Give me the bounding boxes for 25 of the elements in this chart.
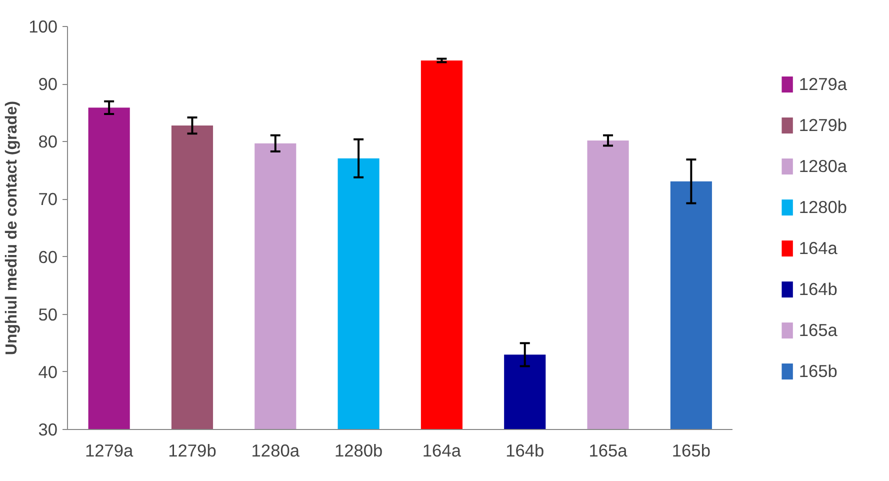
x-tick-label: 165a <box>588 440 628 460</box>
x-tick-label: 1280b <box>334 440 383 460</box>
x-tick-label: 1280a <box>251 440 300 460</box>
y-tick-label: 90 <box>38 74 58 94</box>
y-tick-label: 40 <box>38 362 58 382</box>
y-tick-label: 80 <box>38 132 58 152</box>
legend-label: 1280a <box>798 156 847 176</box>
legend-label: 1279a <box>798 74 847 94</box>
y-tick-label: 100 <box>28 16 58 36</box>
x-tick-label: 1279a <box>84 440 134 460</box>
y-tick-label: 50 <box>38 304 58 324</box>
legend-label: 164a <box>798 238 838 258</box>
x-tick-label: 165b <box>672 440 710 460</box>
legend-label: 165a <box>798 320 838 340</box>
y-axis-title: Unghiul mediu de contact (grade) <box>4 100 21 356</box>
legend-label: 165b <box>798 360 838 382</box>
x-tick-label: 1279b <box>168 440 216 460</box>
legend-label: 164b <box>798 278 838 300</box>
y-tick-label: 60 <box>38 246 58 267</box>
legend-label: 1280b <box>798 196 847 218</box>
x-tick-label: 164a <box>422 440 462 460</box>
x-tick-label: 164b <box>506 440 544 460</box>
legend-label: 1279b <box>798 114 847 136</box>
y-tick-label: 70 <box>38 189 58 210</box>
y-tick-label: 30 <box>38 420 58 440</box>
